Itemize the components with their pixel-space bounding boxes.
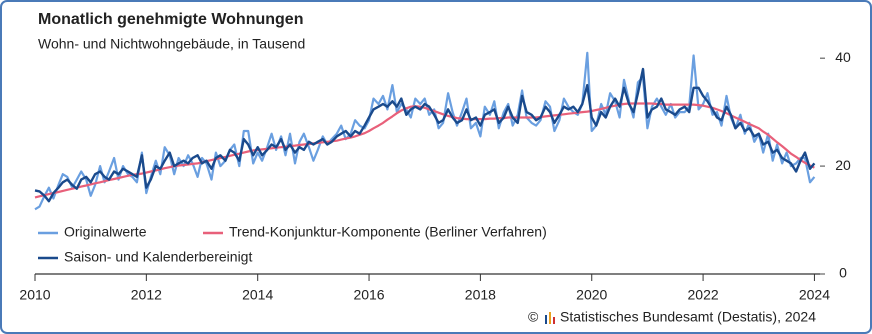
legend-label: Saison- und Kalenderbereinigt [64, 249, 252, 265]
logo [545, 315, 547, 324]
logo [549, 312, 551, 324]
y-tick-label: 40 [835, 49, 851, 65]
x-tick-label: 2016 [353, 287, 384, 303]
series-line [34, 51, 816, 211]
x-tick-label: 2024 [799, 287, 830, 303]
y-tick-label: 0 [839, 265, 847, 281]
logo [553, 317, 555, 324]
series-line [34, 102, 815, 199]
x-tick-label: 2014 [242, 287, 273, 303]
legend-label: Trend-Konjunktur-Komponente (Berliner Ve… [229, 224, 547, 240]
legend-label: Originalwerte [64, 224, 147, 240]
chart-subtitle: Wohn- und Nichtwohngebäude, in Tausend [38, 36, 305, 52]
source-text: Statistisches Bundesamt (Destatis), 2024 [560, 309, 816, 325]
x-tick-label: 2018 [465, 287, 496, 303]
x-tick-label: 2012 [131, 287, 162, 303]
x-tick-label: 2022 [688, 287, 719, 303]
series-line [34, 67, 816, 203]
copyright-sign: © [528, 309, 539, 325]
chart-title: Monatlich genehmigte Wohnungen [38, 11, 303, 28]
x-tick-label: 2010 [19, 287, 50, 303]
source: © Statistisches Bundesamt (Destatis), 20… [528, 309, 816, 325]
y-tick-label: 20 [835, 157, 851, 173]
x-tick-label: 2020 [576, 287, 607, 303]
